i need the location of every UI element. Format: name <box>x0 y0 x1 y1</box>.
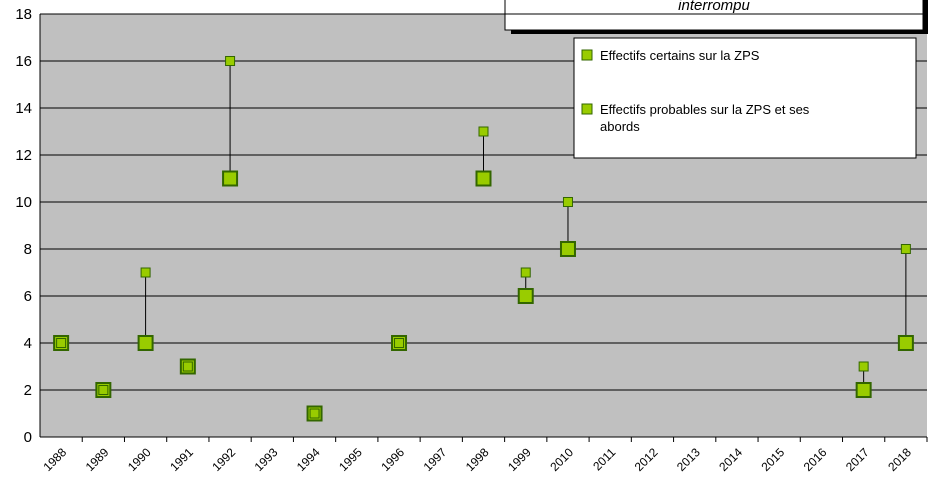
y-tick-label: 6 <box>24 288 32 305</box>
marker <box>98 385 109 395</box>
y-tick-label: 8 <box>24 241 32 258</box>
y-tick-label: 14 <box>15 100 32 117</box>
y-tick-label: 10 <box>15 194 32 211</box>
chart-title: interrompu <box>678 0 750 14</box>
marker <box>897 335 914 351</box>
marker <box>394 338 405 348</box>
x-tick-label: 1995 <box>336 445 365 474</box>
x-tick-label: 1991 <box>167 445 196 474</box>
y-tick-label: 12 <box>15 147 32 164</box>
x-tick-label: 2017 <box>843 445 872 474</box>
y-tick-label: 0 <box>24 429 32 446</box>
marker <box>222 170 239 187</box>
marker <box>520 267 531 278</box>
marker <box>225 56 236 66</box>
legend-label: Effectifs certains sur la ZPS <box>600 48 760 63</box>
x-tick-label: 2010 <box>547 445 576 474</box>
x-tick-label: 1998 <box>463 445 492 474</box>
marker <box>137 335 154 351</box>
y-tick-label: 16 <box>15 53 32 70</box>
marker <box>855 382 872 398</box>
marker <box>182 361 193 372</box>
marker <box>517 288 534 304</box>
x-tick-label: 2016 <box>801 445 830 474</box>
legend-box <box>573 37 917 159</box>
x-tick-label: 1990 <box>125 445 154 474</box>
x-tick-label: 1996 <box>378 445 407 474</box>
title-box <box>504 0 924 31</box>
x-tick-label: 2012 <box>632 445 661 474</box>
x-tick-label: 2011 <box>590 445 618 473</box>
marker <box>309 408 320 419</box>
legend: Effectifs certains sur la ZPS Effectifs p… <box>581 48 810 134</box>
marker <box>559 241 576 257</box>
y-tick-label: 2 <box>24 382 32 399</box>
x-tick-label: 2014 <box>716 445 745 474</box>
x-tick-label: 1992 <box>209 445 238 474</box>
marker <box>858 361 869 372</box>
marker <box>140 267 151 278</box>
x-tick-label: 1997 <box>421 445 450 474</box>
x-tick-label: 2018 <box>885 445 914 474</box>
y-tick-label: 18 <box>15 6 32 23</box>
x-tick-label: 1999 <box>505 445 534 474</box>
x-tick-label: 1989 <box>83 445 112 474</box>
marker <box>478 126 489 137</box>
legend-swatch <box>581 49 593 61</box>
marker <box>475 170 492 187</box>
legend-label: Effectifs probables sur la ZPS et ses abo… <box>600 102 810 134</box>
y-tick-label: 4 <box>24 335 32 352</box>
x-tick-label: 1988 <box>40 445 69 474</box>
x-tick-label: 2013 <box>674 445 703 474</box>
marker <box>56 338 67 348</box>
x-tick-label: 1994 <box>294 445 323 474</box>
x-tick-label: 1993 <box>252 445 281 474</box>
marker <box>562 197 573 207</box>
x-tick-label: 2015 <box>759 445 788 474</box>
legend-swatch <box>581 103 593 115</box>
marker <box>900 244 911 254</box>
